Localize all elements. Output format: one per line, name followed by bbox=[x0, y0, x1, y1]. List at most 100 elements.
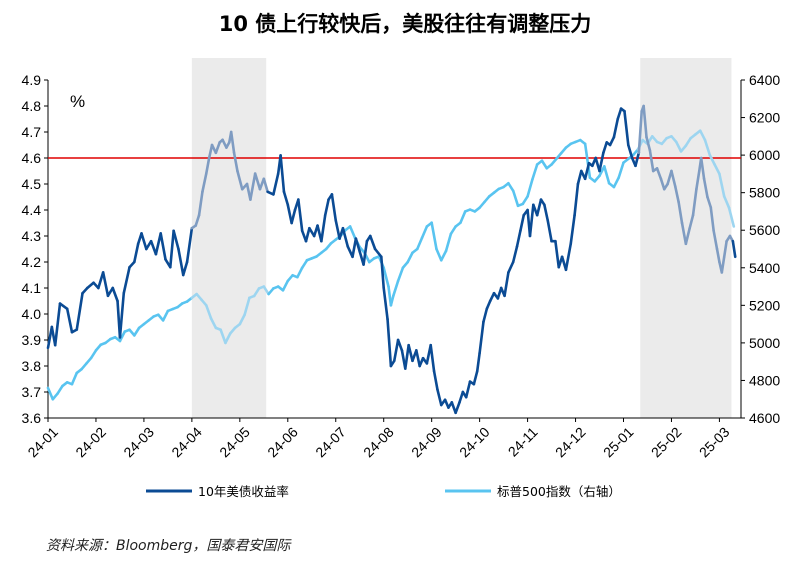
y-right-tick-label: 4800 bbox=[749, 372, 780, 388]
x-tick-label: 24-08 bbox=[360, 424, 397, 461]
series-0-segment bbox=[569, 213, 576, 246]
series-0-segment bbox=[403, 343, 410, 370]
series-0-segment bbox=[380, 255, 386, 290]
series-1-segment bbox=[238, 313, 246, 326]
series-1-segment bbox=[281, 279, 290, 292]
series-0-segment bbox=[432, 369, 439, 391]
y-left-tick-label: 4.5 bbox=[22, 176, 42, 192]
series-0-segment bbox=[576, 169, 583, 186]
series-1-segment bbox=[89, 349, 98, 360]
series-0-segment bbox=[181, 260, 189, 277]
series-0-segment bbox=[279, 154, 286, 194]
series-0-segment bbox=[626, 143, 634, 160]
series-0-segment bbox=[722, 239, 728, 259]
series-0-segment bbox=[458, 390, 465, 404]
series-0-segment bbox=[436, 388, 443, 407]
series-0-segment bbox=[236, 169, 244, 191]
series-0-segment bbox=[511, 245, 519, 264]
axes bbox=[44, 79, 745, 422]
series-0-segment bbox=[623, 109, 630, 147]
series-1-segment bbox=[70, 371, 79, 386]
series-0-segment bbox=[396, 338, 404, 352]
series-0-segment bbox=[286, 203, 293, 225]
y-right-tick-label: 5200 bbox=[749, 297, 780, 313]
series-0-segment bbox=[197, 190, 204, 217]
series-0-segment bbox=[528, 203, 535, 238]
series-0-segment bbox=[373, 247, 383, 259]
y-right-tick-label: 6000 bbox=[749, 147, 780, 163]
series-0-segment bbox=[464, 380, 472, 399]
x-tick-label: 25-02 bbox=[648, 424, 685, 461]
series-0-segment bbox=[249, 172, 257, 201]
y-left-tick-label: 3.7 bbox=[22, 384, 42, 400]
series-0-segment bbox=[645, 135, 652, 152]
series-0-segment bbox=[659, 177, 666, 191]
series-0-segment bbox=[691, 187, 698, 217]
series-0-segment bbox=[133, 242, 140, 264]
series-0-segment bbox=[731, 239, 737, 259]
series-0-segment bbox=[97, 271, 105, 290]
series-0-segment bbox=[454, 401, 461, 415]
series-0-segment bbox=[554, 239, 561, 269]
series-1-segment bbox=[718, 172, 726, 198]
series-0-segment bbox=[673, 185, 680, 204]
series-0-segment bbox=[297, 198, 304, 233]
series-1-segment bbox=[713, 163, 721, 176]
series-1-segment bbox=[511, 189, 520, 208]
series-0-segment bbox=[573, 182, 580, 217]
series-1-segment bbox=[133, 326, 141, 337]
x-tick-label: 24-09 bbox=[408, 424, 445, 461]
series-0-segment bbox=[65, 307, 74, 334]
series-0-segment bbox=[86, 281, 95, 290]
series-0-segment bbox=[583, 161, 591, 181]
chart-title: 10 债上行较快后，美股往往有调整压力 bbox=[218, 12, 592, 36]
y-left-tick-label: 4.4 bbox=[22, 202, 42, 218]
series-0-segment bbox=[612, 117, 620, 139]
unit-label: % bbox=[70, 92, 85, 111]
series-0-segment bbox=[478, 320, 485, 355]
series-1-segment bbox=[507, 181, 515, 193]
y-right-tick-label: 4600 bbox=[749, 410, 780, 426]
y-left-tick-label: 4.0 bbox=[22, 306, 42, 322]
series-0-segment bbox=[482, 307, 489, 324]
series-0-segment bbox=[172, 229, 180, 251]
series-1-segment bbox=[420, 225, 429, 240]
series-1-segment bbox=[722, 195, 731, 209]
series-0-segment bbox=[386, 317, 393, 368]
series-0-segment bbox=[642, 104, 648, 139]
series-0-segment bbox=[709, 206, 715, 233]
x-tick-label: 24-04 bbox=[168, 424, 205, 461]
series-0-segment bbox=[415, 349, 421, 368]
y-left-tick-label: 4.8 bbox=[22, 98, 42, 114]
series-0-segment bbox=[602, 141, 609, 155]
legend-label-yield: 10年美债收益率 bbox=[198, 484, 289, 499]
series-1-segment bbox=[444, 232, 453, 253]
x-tick-label: 24-10 bbox=[456, 424, 493, 461]
series-0-segment bbox=[598, 151, 605, 173]
x-tick-label: 24-11 bbox=[505, 424, 541, 460]
series-0-segment bbox=[154, 232, 163, 256]
series-1-segment bbox=[435, 247, 443, 262]
y-right-tick-label: 6400 bbox=[749, 72, 780, 88]
series-0-segment bbox=[382, 286, 389, 321]
series-0-segment bbox=[111, 286, 119, 303]
series-1-segment bbox=[430, 221, 438, 251]
series-0-segment bbox=[519, 213, 526, 233]
series-1-segment bbox=[219, 328, 227, 345]
series-0-segment bbox=[232, 151, 239, 173]
series-0-segment bbox=[229, 130, 236, 155]
series-1-segment bbox=[698, 129, 707, 142]
x-tick-label: 25-01 bbox=[600, 424, 637, 461]
series-1-segment bbox=[392, 279, 400, 298]
series-0-segment bbox=[699, 156, 706, 181]
series-1-segment bbox=[296, 266, 304, 279]
x-tick-label: 24-05 bbox=[216, 424, 253, 461]
series-0-segment bbox=[392, 338, 400, 363]
series-0-segment bbox=[354, 237, 362, 253]
y-right-tick-label: 5000 bbox=[749, 335, 780, 351]
series-0-segment bbox=[535, 198, 543, 217]
y-left-tick-label: 4.9 bbox=[22, 72, 42, 88]
series-0-segment bbox=[323, 198, 330, 217]
series-0-segment bbox=[334, 219, 341, 240]
series-0-segment bbox=[680, 221, 688, 246]
